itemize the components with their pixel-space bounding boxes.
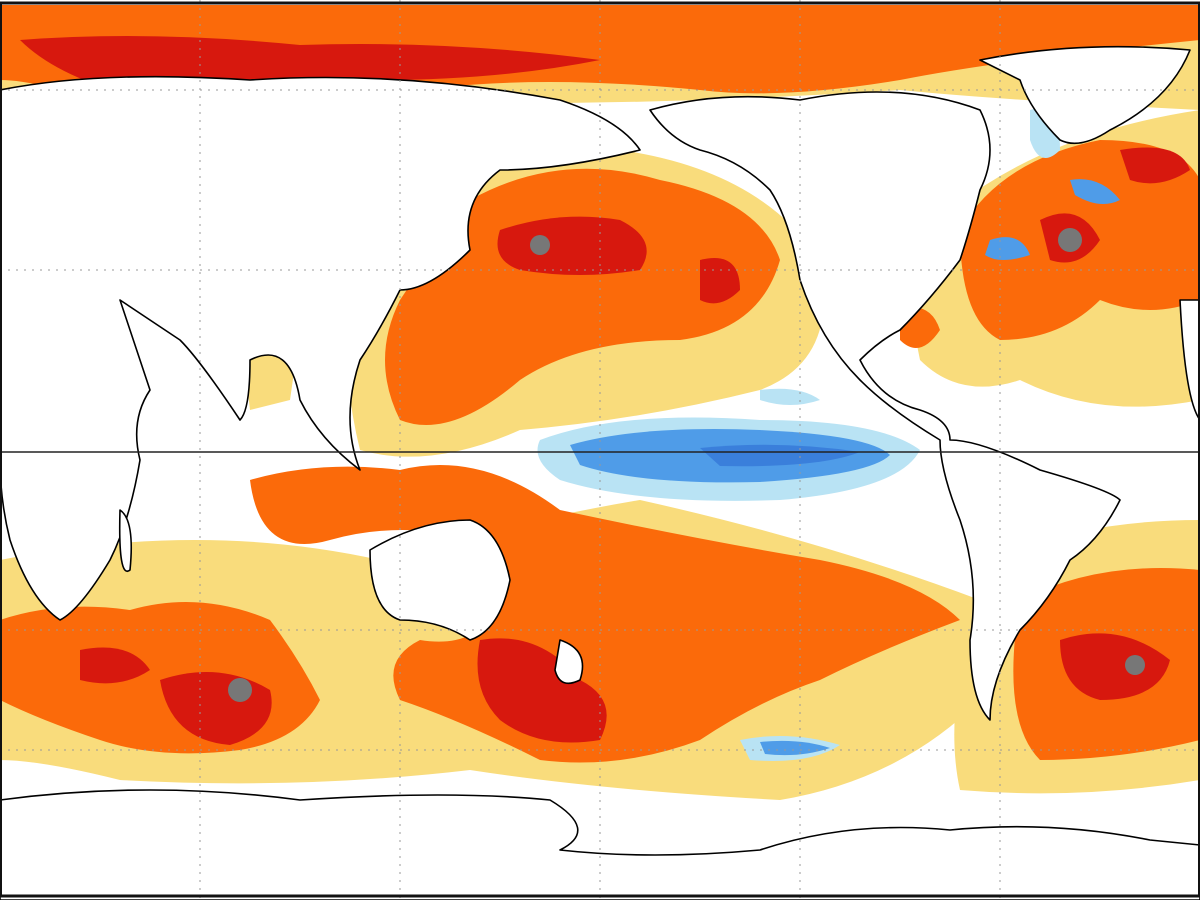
antarctica bbox=[0, 789, 1200, 900]
australia bbox=[369, 519, 511, 641]
madagascar bbox=[118, 509, 133, 573]
new-zealand bbox=[554, 639, 584, 685]
extreme-warm-anomaly bbox=[228, 228, 1145, 702]
cool-anomaly bbox=[537, 108, 1120, 761]
greenland bbox=[979, 45, 1191, 145]
land bbox=[0, 45, 1200, 900]
americas bbox=[649, 91, 1121, 721]
